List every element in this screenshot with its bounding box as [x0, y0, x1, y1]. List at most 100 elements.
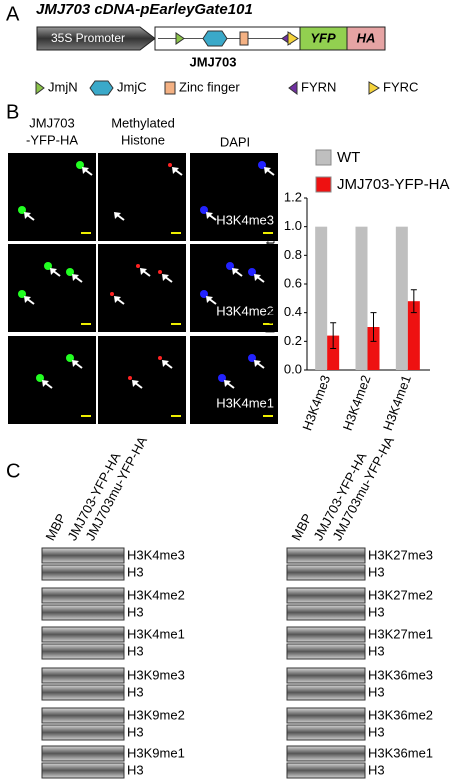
micrograph	[98, 244, 186, 332]
arrowhead	[50, 268, 57, 275]
blot-label: H3	[368, 604, 385, 619]
micrograph	[8, 336, 96, 424]
yfp-label: YFP	[310, 30, 336, 45]
arrowhead	[162, 360, 169, 367]
legend-label: JmjC	[117, 79, 147, 94]
blot-strip	[286, 547, 366, 564]
arrowhead	[72, 360, 79, 367]
bar	[395, 226, 408, 370]
blot-strip	[286, 587, 366, 604]
panel-label: B	[6, 101, 19, 123]
nucleus	[128, 376, 132, 380]
legend-swatch	[315, 176, 332, 193]
blot-strip	[41, 643, 125, 660]
blot-strip	[41, 626, 125, 643]
panel-label: C	[6, 460, 20, 482]
blot-label: H3	[127, 724, 144, 739]
blot-label: H3K27me2	[368, 587, 433, 602]
arrowhead	[24, 296, 31, 303]
blot-strip	[41, 762, 125, 779]
blot-label: H3K27me3	[368, 547, 433, 562]
blot-label: H3K9me2	[127, 707, 185, 722]
arrowhead	[24, 212, 31, 219]
arrowhead	[206, 296, 213, 303]
nucleus	[158, 270, 162, 274]
legend-label: WT	[337, 149, 360, 166]
ha-tag	[346, 26, 386, 51]
blot-strip	[41, 745, 125, 762]
blot-label: H3K4me1	[127, 626, 185, 641]
blot-label: H3	[127, 564, 144, 579]
blot-label: H3K36me1	[368, 745, 433, 760]
lane-label: MBP	[42, 511, 68, 543]
y-tick-label: 0.2	[284, 333, 302, 348]
zinc-finger	[239, 31, 249, 46]
nucleus	[168, 163, 172, 167]
blot-label: H3	[127, 604, 144, 619]
micrograph	[190, 244, 278, 332]
blot-label: H3K9me1	[127, 745, 185, 760]
column-header: Methylated	[111, 115, 175, 130]
bar	[315, 226, 328, 370]
blot-label: H3	[127, 762, 144, 777]
y-tick-label: 0.8	[284, 247, 302, 262]
arrowhead	[232, 268, 239, 275]
bar	[367, 327, 380, 370]
blot-strip	[41, 667, 125, 684]
blot-strip	[286, 762, 366, 779]
error-bar	[410, 289, 417, 314]
arrowhead	[114, 212, 121, 219]
nucleus	[136, 264, 140, 268]
x-tick-label: H3K4me2	[340, 373, 374, 432]
blot-label: H3K4me3	[127, 547, 185, 562]
legend-label: Zinc finger	[179, 79, 240, 94]
blot-label: H3K27me1	[368, 626, 433, 641]
y-tick-label: 1.0	[284, 218, 302, 233]
arrowhead	[254, 360, 261, 367]
micrograph	[190, 336, 278, 424]
arrowhead	[206, 212, 213, 219]
ha-label: HA	[357, 30, 376, 45]
promoter-label: 35S Promoter	[51, 31, 125, 45]
legend-label: JMJ703-YFP-HA	[337, 176, 450, 193]
error-bar	[330, 322, 337, 349]
column-header: JMJ703	[29, 115, 75, 130]
legend-label: FYRN	[301, 79, 336, 94]
micrograph	[98, 336, 186, 424]
row-label: H3K4me2	[216, 303, 274, 318]
blot-strip	[286, 643, 366, 660]
blot-strip	[286, 626, 366, 643]
blot-label: H3	[368, 564, 385, 579]
blot-label: H3	[368, 684, 385, 699]
arrowhead	[82, 167, 89, 174]
legend-label: JmjN	[48, 79, 78, 94]
blot-label: H3	[368, 724, 385, 739]
construct-title: JMJ703 cDNA-pEarleyGate101	[36, 1, 253, 18]
blot-label: H3	[127, 643, 144, 658]
jmjn-domain	[175, 32, 185, 45]
blot-strip	[41, 587, 125, 604]
y-axis-label: Relative Intensity	[262, 234, 277, 333]
legend-glyph	[164, 81, 176, 95]
legend-glyph	[89, 80, 114, 96]
arrowhead	[72, 274, 79, 281]
arrowhead	[140, 268, 147, 275]
arrowhead	[162, 274, 169, 281]
gene-name: JMJ703	[190, 54, 237, 69]
blot-strip	[286, 604, 366, 621]
bar	[355, 226, 368, 370]
blot-label: H3	[127, 684, 144, 699]
legend-glyph	[288, 81, 298, 95]
blot-strip	[41, 564, 125, 581]
x-tick-label: H3K4me1	[380, 373, 414, 432]
blot-label: H3K36me2	[368, 707, 433, 722]
arrowhead	[42, 380, 49, 387]
blot-strip	[286, 707, 366, 724]
blot-strip	[286, 745, 366, 762]
column-header: Histone	[121, 132, 165, 147]
blot-label: H3K36me3	[368, 667, 433, 682]
arrowhead	[264, 167, 271, 174]
blot-strip	[41, 604, 125, 621]
